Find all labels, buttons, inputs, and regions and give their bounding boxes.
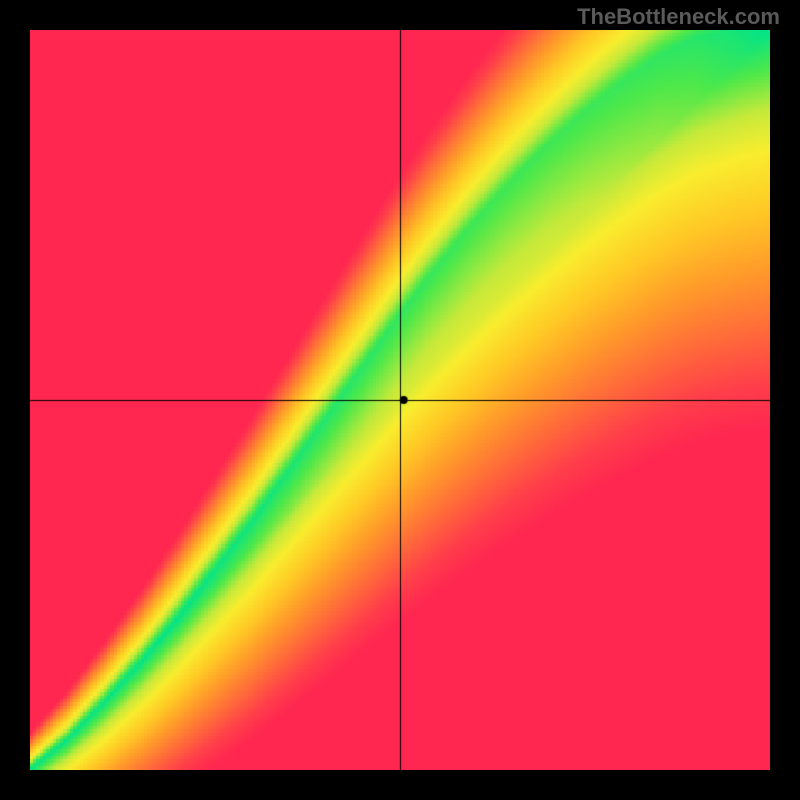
watermark-text: TheBottleneck.com	[577, 4, 780, 30]
plot-area	[30, 30, 770, 770]
heatmap-canvas	[30, 30, 770, 770]
chart-container: TheBottleneck.com	[0, 0, 800, 800]
